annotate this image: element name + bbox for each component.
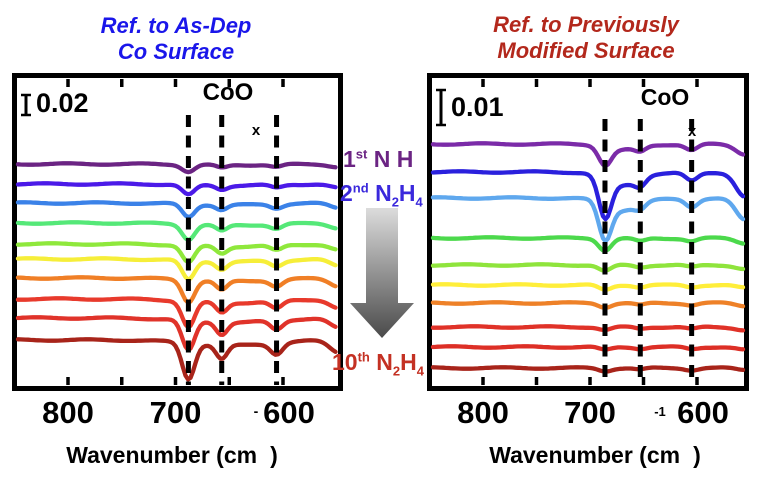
stray-superscript-mark: - bbox=[254, 403, 259, 419]
ordinal-superscript: st bbox=[355, 146, 368, 162]
right-panel-title-line1: Ref. to Previously bbox=[493, 12, 679, 37]
spectral-trace-4th bbox=[430, 235, 746, 254]
stray-superscript-mark: -1 bbox=[654, 404, 666, 419]
cycle-label-10th: 10th N2H4 bbox=[332, 349, 424, 379]
right-panel-title: Ref. to Previously Modified Surface bbox=[436, 12, 736, 64]
spectral-trace-7th bbox=[15, 275, 338, 305]
spectral-trace-3rd bbox=[430, 195, 746, 244]
tick-label-700: 700 bbox=[150, 395, 202, 430]
spectral-trace-4th bbox=[15, 220, 338, 243]
formula-subscript: 2 bbox=[392, 363, 401, 379]
gradient-arrow-shape bbox=[350, 208, 414, 338]
coo-peak-label: CoO bbox=[641, 84, 690, 110]
formula-subscript: 2 bbox=[391, 194, 399, 210]
x-axis-title: Wavenumber (cm) bbox=[489, 442, 701, 468]
cycle-label-1st: 1st N H bbox=[343, 146, 413, 173]
scale-bar-value: 0.01 bbox=[451, 92, 504, 122]
ordinal-superscript: th bbox=[357, 349, 370, 365]
label-text: H bbox=[400, 349, 417, 375]
tick-label-600: 600 bbox=[263, 395, 315, 430]
spectral-trace-1st bbox=[15, 161, 338, 175]
right-spectra-panel: CoO 0.01 x 800 700 600 -1 Wavenumber (cm) bbox=[427, 73, 749, 468]
spectral-trace-2nd bbox=[15, 181, 338, 197]
tick-label-800: 800 bbox=[42, 395, 94, 430]
cycle-label-2nd: 2nd N2H4 bbox=[340, 180, 423, 210]
spectral-trace-6th bbox=[430, 282, 746, 292]
formula-subscript: 4 bbox=[415, 194, 423, 210]
spectral-trace-5th bbox=[430, 262, 746, 273]
formula-subscript: 4 bbox=[416, 363, 424, 379]
label-text: N H bbox=[367, 146, 414, 172]
left-panel-title-line1: Ref. to As-Dep bbox=[100, 13, 252, 38]
left-panel-title: Ref. to As-Dep Co Surface bbox=[26, 13, 326, 65]
label-text: N bbox=[368, 180, 392, 206]
spectral-trace-9th bbox=[15, 315, 338, 352]
right-panel-title-line2: Modified Surface bbox=[497, 37, 675, 63]
label-text: 2 bbox=[340, 180, 353, 206]
spectral-trace-1st bbox=[430, 141, 746, 169]
panel-border bbox=[12, 73, 343, 391]
scale-bar-value: 0.02 bbox=[36, 88, 89, 118]
label-text: N bbox=[369, 349, 393, 375]
spectral-trace-8th bbox=[15, 296, 338, 330]
label-text: 10 bbox=[332, 349, 358, 375]
x-axis-title: Wavenumber (cm) bbox=[66, 442, 278, 468]
scale-bar bbox=[21, 93, 31, 117]
tick-label-600: 600 bbox=[677, 395, 729, 430]
spectral-trace-10th bbox=[430, 365, 746, 374]
spectral-trace-3rd bbox=[15, 200, 338, 220]
left-spectra-panel: CoO 0.02 x 800 700 600- Wavenumber (cm) bbox=[12, 73, 343, 468]
left-panel-title-line2: Co Surface bbox=[117, 38, 235, 64]
spectral-trace-9th bbox=[430, 344, 746, 352]
x-marker: x bbox=[252, 122, 261, 139]
scale-bar bbox=[436, 88, 446, 127]
tick-label-800: 800 bbox=[457, 395, 509, 430]
gradient-arrow-down-icon bbox=[350, 208, 414, 338]
ordinal-superscript: nd bbox=[352, 180, 369, 196]
tick-label-700: 700 bbox=[564, 395, 616, 430]
x-marker: x bbox=[688, 123, 697, 140]
spectral-trace-7th bbox=[430, 300, 746, 310]
coo-peak-label: CoO bbox=[203, 79, 254, 106]
spectral-trace-8th bbox=[430, 324, 746, 333]
spectral-trace-2nd bbox=[430, 169, 746, 222]
spectral-trace-6th bbox=[15, 256, 338, 282]
spectral-trace-5th bbox=[15, 241, 338, 265]
panel-border bbox=[427, 73, 749, 391]
label-text: H bbox=[398, 180, 416, 206]
spectral-trace-10th bbox=[15, 337, 338, 382]
label-text: 1 bbox=[343, 146, 356, 172]
